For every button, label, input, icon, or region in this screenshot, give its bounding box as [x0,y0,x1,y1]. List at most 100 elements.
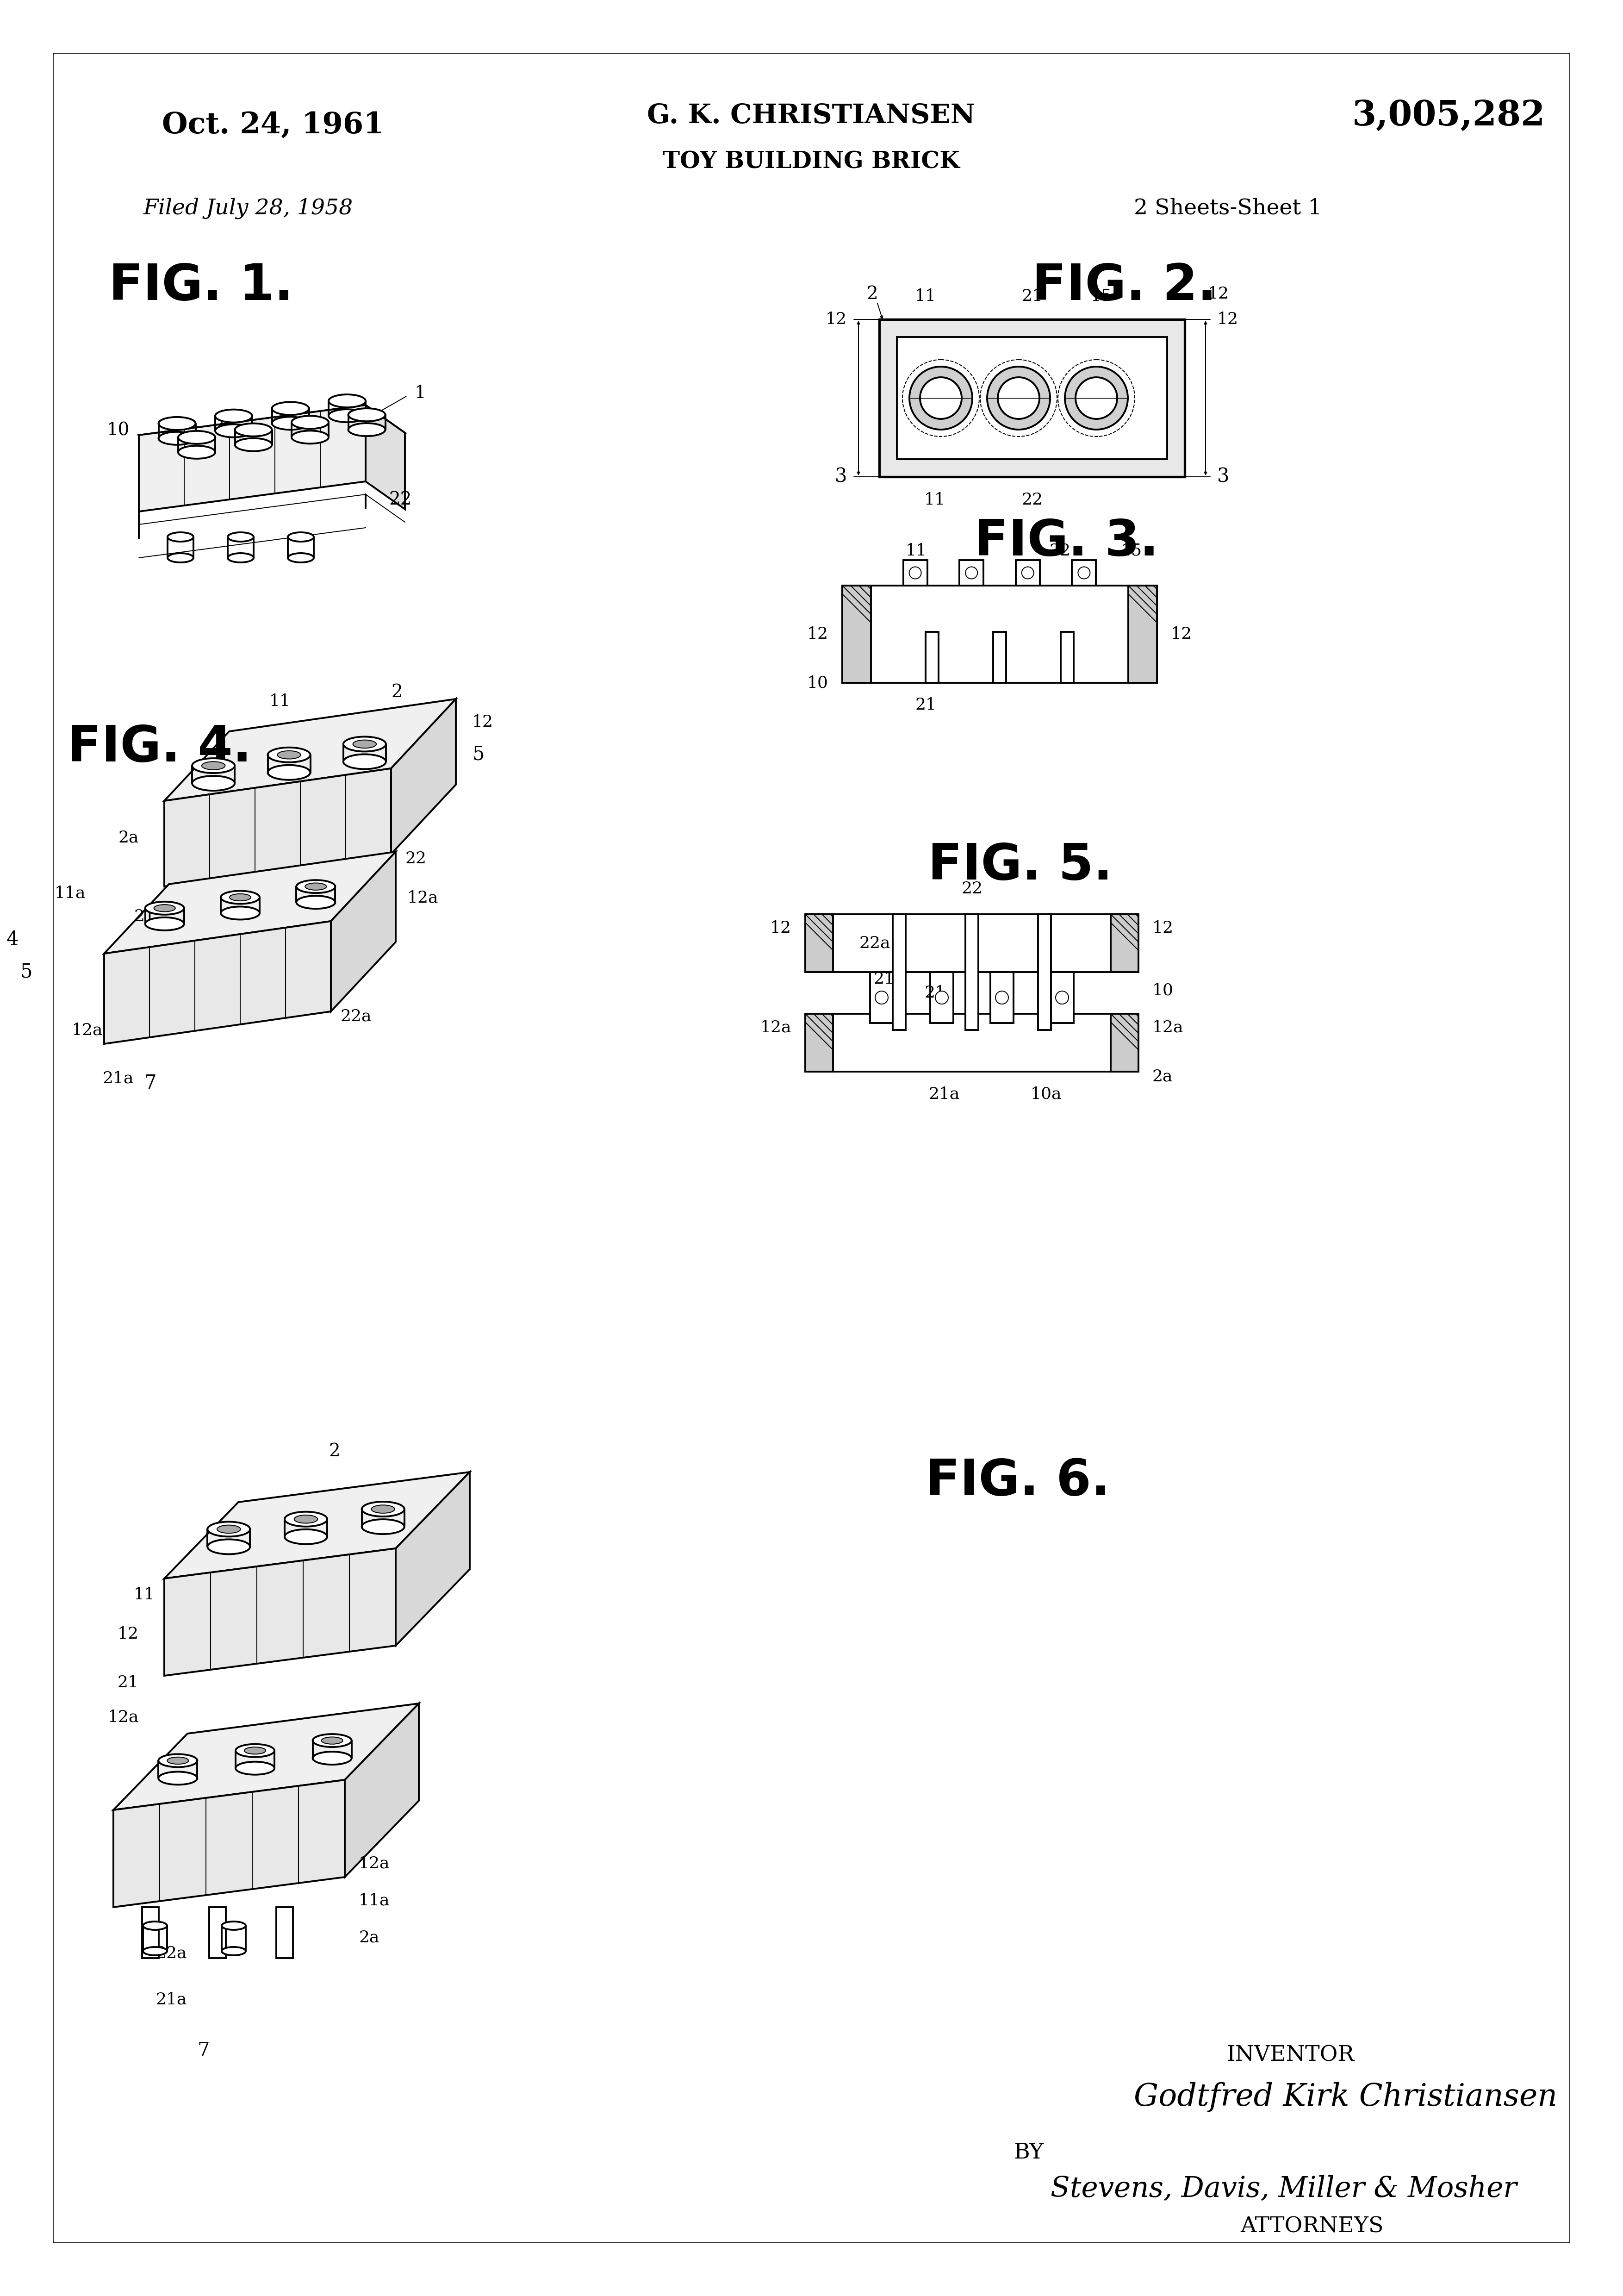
Text: 10: 10 [1152,983,1173,999]
Text: 22a: 22a [156,1945,187,1961]
Ellipse shape [159,1773,198,1784]
Ellipse shape [143,1922,167,1931]
Text: 7: 7 [144,1075,156,1093]
Text: 2: 2 [391,684,403,700]
Polygon shape [114,1704,419,1809]
Polygon shape [902,560,927,585]
Ellipse shape [313,1752,352,1766]
Polygon shape [870,971,893,1024]
Text: 11: 11 [269,693,291,709]
Text: 22: 22 [390,491,412,507]
Text: 10a: 10a [1031,1086,1061,1102]
Text: INVENTOR: INVENTOR [1227,2046,1354,2066]
Polygon shape [805,1015,833,1072]
Text: 11a: 11a [359,1892,390,1908]
Polygon shape [842,585,872,682]
Ellipse shape [159,418,195,429]
Text: 21: 21 [873,971,894,987]
Text: 3: 3 [1217,466,1229,487]
Polygon shape [164,1472,469,1580]
Circle shape [1078,567,1091,579]
Text: 21: 21 [1021,289,1042,303]
Polygon shape [164,769,391,886]
Circle shape [987,367,1050,429]
Polygon shape [925,631,938,682]
Text: 1: 1 [414,386,425,402]
Text: 11: 11 [133,1587,156,1603]
Polygon shape [898,338,1167,459]
Ellipse shape [328,409,365,422]
Ellipse shape [159,432,195,445]
Ellipse shape [273,418,308,429]
Circle shape [998,377,1039,418]
Ellipse shape [273,402,308,416]
Circle shape [995,992,1008,1003]
Circle shape [909,367,972,429]
Circle shape [1055,992,1068,1003]
Polygon shape [966,914,979,1031]
Ellipse shape [216,409,252,422]
Text: 2a: 2a [1152,1068,1173,1084]
Ellipse shape [179,445,216,459]
Polygon shape [331,852,396,1013]
Ellipse shape [192,776,235,790]
Text: 2a: 2a [359,1929,380,1945]
Ellipse shape [227,533,253,542]
Text: 15: 15 [1091,289,1112,303]
Text: FIG. 5.: FIG. 5. [928,840,1112,891]
Ellipse shape [305,884,326,891]
Ellipse shape [297,895,336,909]
Ellipse shape [192,758,235,774]
Text: 22a: 22a [341,1008,372,1024]
Text: 12: 12 [1152,921,1173,937]
Text: 21: 21 [923,985,946,1001]
Text: G. K. CHRISTIANSEN: G. K. CHRISTIANSEN [648,103,975,129]
Text: 2: 2 [867,285,878,303]
Polygon shape [396,1472,469,1646]
Ellipse shape [292,432,328,443]
Ellipse shape [143,1947,167,1956]
Ellipse shape [268,748,310,762]
Text: 21a: 21a [102,1070,133,1086]
Text: 22: 22 [1021,491,1042,507]
Text: 12: 12 [472,714,493,730]
Ellipse shape [167,553,193,563]
Text: 12: 12 [1208,287,1229,301]
Text: 2 Sheets-Sheet 1: 2 Sheets-Sheet 1 [1134,197,1321,218]
Ellipse shape [287,533,313,542]
Text: 12a: 12a [359,1855,390,1871]
Ellipse shape [362,1502,404,1518]
Ellipse shape [221,907,260,921]
Ellipse shape [292,416,328,429]
Ellipse shape [372,1506,394,1513]
Ellipse shape [362,1520,404,1534]
Polygon shape [140,404,365,512]
Text: 3,005,282: 3,005,282 [1352,99,1545,133]
Ellipse shape [344,755,386,769]
Ellipse shape [227,553,253,563]
Circle shape [875,992,888,1003]
Text: 11: 11 [923,491,946,507]
Ellipse shape [208,1538,250,1554]
Ellipse shape [179,432,216,443]
Ellipse shape [278,751,300,760]
Ellipse shape [245,1747,266,1754]
Ellipse shape [344,737,386,751]
Polygon shape [880,319,1185,478]
Text: FIG. 3.: FIG. 3. [974,517,1159,567]
Text: 12: 12 [1217,312,1238,328]
Text: 11: 11 [915,289,936,303]
Text: ATTORNEYS: ATTORNEYS [1240,2216,1383,2236]
Ellipse shape [297,879,336,893]
Polygon shape [930,971,953,1024]
Polygon shape [104,852,396,953]
Text: FIG. 1.: FIG. 1. [109,262,294,310]
Text: FIG. 4.: FIG. 4. [67,723,252,771]
Circle shape [1076,377,1117,418]
Text: 22: 22 [1048,542,1071,558]
Polygon shape [1016,560,1040,585]
Text: FIG. 6.: FIG. 6. [925,1456,1110,1506]
Ellipse shape [144,902,183,914]
Text: 21a: 21a [928,1086,959,1102]
Ellipse shape [349,409,385,420]
